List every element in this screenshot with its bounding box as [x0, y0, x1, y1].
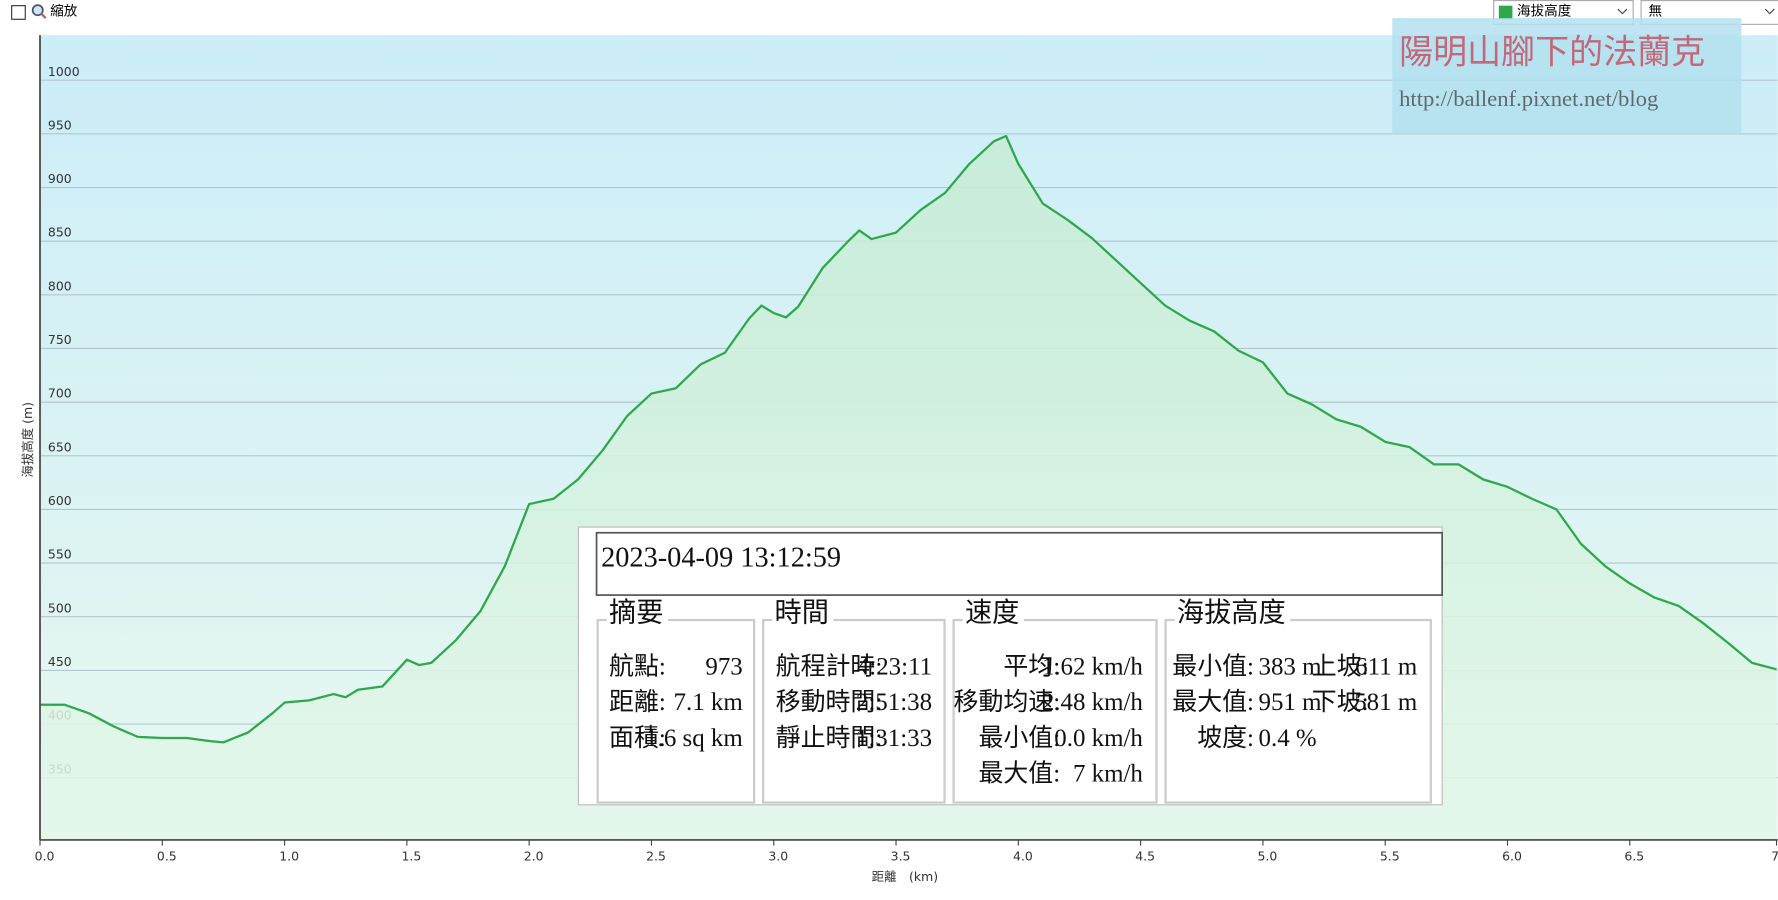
- info-cell: 最大值:: [978, 760, 1060, 788]
- section-title: 時間: [775, 598, 829, 628]
- dropdown-arrow: [1617, 8, 1628, 15]
- zoom-icon-handle: [40, 12, 47, 19]
- x-tick-label: 7.1: [1771, 848, 1778, 863]
- x-tick-label: 0.0: [35, 848, 55, 863]
- y-tick-label: 1000: [48, 64, 80, 79]
- info-cell: 最大值:: [1172, 688, 1254, 716]
- zoom-label: 縮放: [50, 3, 78, 19]
- y-tick-label: 750: [48, 332, 72, 347]
- info-cell: 上坡:: [1312, 652, 1369, 680]
- info-cell: 平均:: [1003, 652, 1060, 680]
- info-cell: 0.0 km/h: [1054, 725, 1143, 752]
- y-tick-label: 850: [48, 225, 72, 240]
- section-box: [762, 618, 946, 804]
- section-box: [596, 618, 756, 804]
- info-cell: 973: [705, 653, 742, 680]
- y-tick-label: 900: [48, 171, 72, 186]
- info-cell: 面積:: [609, 724, 666, 752]
- info-cell: 383 m: [1259, 653, 1322, 680]
- x-tick-label: 2.5: [646, 848, 666, 863]
- info-cell: 距離:: [609, 688, 666, 716]
- info-cell: 951 m: [1259, 689, 1322, 716]
- info-cell: 最小值:: [1172, 652, 1254, 680]
- info-cell: 航程計時:: [776, 652, 883, 680]
- info-cell: 移動時間:: [776, 688, 883, 716]
- profile-swatch: [1498, 5, 1513, 20]
- section-box: [952, 618, 1158, 804]
- info-cell: 1.62 km/h: [1042, 653, 1144, 680]
- watermark-url: http://ballenf.pixnet.net/blog: [1399, 86, 1658, 111]
- overlay-select-text: 無: [1648, 3, 1662, 19]
- zoom-icon: [31, 4, 44, 17]
- section-title-bg: [962, 600, 1024, 631]
- y-tick-label: 700: [48, 386, 72, 401]
- info-cell: 下坡:: [1312, 688, 1369, 716]
- section-box: [1164, 618, 1432, 804]
- watermark-title: 陽明山腳下的法蘭克: [1399, 33, 1705, 71]
- profile-select-text: 海拔高度: [1517, 2, 1572, 19]
- elevation-line: [40, 134, 1777, 744]
- x-tick-label: 4.0: [1013, 848, 1033, 863]
- x-tick-label: 3.0: [768, 848, 788, 863]
- timestamp: 2023-04-09 13:12:59: [601, 542, 841, 573]
- info-cell: 611 m: [1355, 653, 1417, 680]
- info-cell: 2.48 km/h: [1042, 689, 1144, 716]
- info-cell: 7 km/h: [1073, 761, 1143, 788]
- x-tick-label: 5.0: [1258, 848, 1278, 863]
- timestamp-box: [595, 531, 1443, 596]
- info-cell: 坡度:: [1197, 724, 1254, 752]
- y-axis-label: 海拔高度 (m): [20, 402, 35, 478]
- zoom-checkbox[interactable]: [11, 5, 26, 20]
- dropdown-arrow: [1764, 8, 1775, 15]
- y-tick-label: 450: [48, 654, 72, 669]
- x-tick-label: 5.5: [1380, 848, 1400, 863]
- info-cell: 1.6 sq km: [645, 725, 743, 752]
- watermark-box: [1392, 18, 1742, 134]
- info-cell: 靜止時間:: [776, 724, 883, 752]
- x-tick-label: 1.5: [402, 848, 422, 863]
- section-title: 摘要: [609, 598, 663, 628]
- x-tick-label: 6.5: [1624, 848, 1644, 863]
- section-title: 海拔高度: [1177, 598, 1286, 628]
- section-title: 速度: [965, 598, 1019, 628]
- info-cell: 1:31:33: [856, 725, 932, 752]
- y-tick-label: 800: [48, 278, 72, 293]
- info-cell: 0.4 %: [1259, 725, 1317, 752]
- info-cell: 移動均速:: [954, 688, 1061, 716]
- x-tick-label: 4.5: [1135, 848, 1155, 863]
- section-title-bg: [772, 600, 834, 631]
- section-title-bg: [1174, 600, 1291, 631]
- x-tick-label: 2.0: [524, 848, 544, 863]
- x-tick-label: 6.0: [1502, 848, 1522, 863]
- section-title-bg: [606, 600, 668, 631]
- y-tick-label: 600: [48, 493, 72, 508]
- info-cell: 2:51:38: [856, 689, 932, 716]
- x-axis-label: 距離 (km): [872, 869, 938, 884]
- info-cell: 航點:: [609, 652, 666, 680]
- x-tick-label: 1.0: [279, 848, 299, 863]
- plot-area: 3504004505005506006507007508008509009501…: [20, 35, 1778, 884]
- overlay: 陽明山腳下的法蘭克 http://ballenf.pixnet.net/blog…: [577, 18, 1742, 806]
- info-cell: 581 m: [1354, 689, 1417, 716]
- y-tick-label: 550: [48, 547, 72, 562]
- x-tick-label: 0.5: [157, 848, 177, 863]
- info-cell: 7.1 km: [674, 689, 743, 716]
- y-tick-label: 500: [48, 600, 72, 615]
- y-tick-label: 950: [48, 117, 72, 132]
- y-tick-label: 650: [48, 439, 72, 454]
- info-cell: 4:23:11: [857, 653, 932, 680]
- x-tick-label: 3.5: [891, 848, 911, 863]
- info-cell: 最小值:: [978, 724, 1060, 752]
